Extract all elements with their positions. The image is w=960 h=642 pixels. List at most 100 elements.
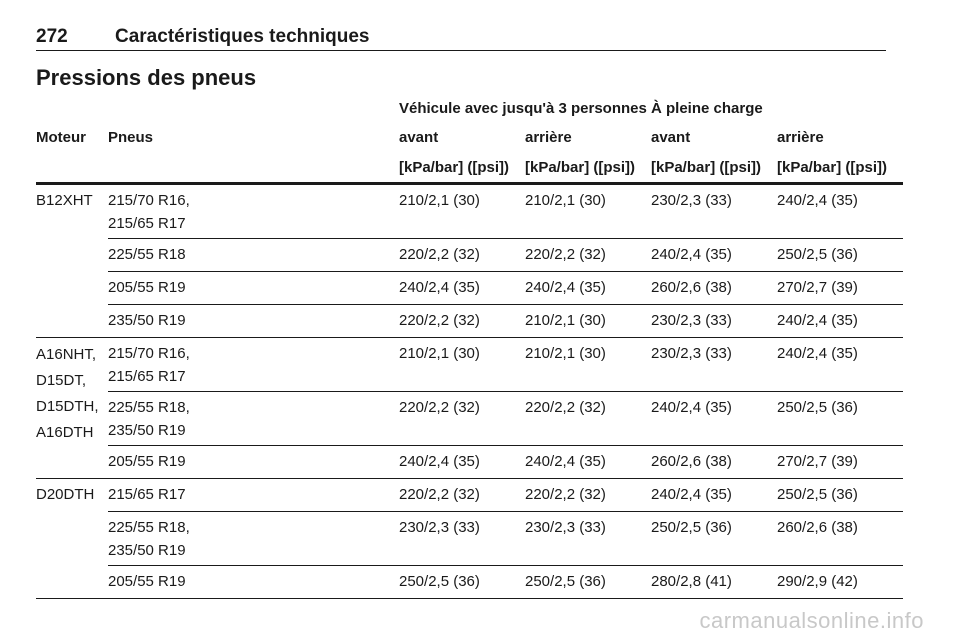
- pressure-front-partial: 220/2,2 (32): [399, 391, 525, 446]
- pressure-rear-full: 260/2,6 (38): [777, 511, 904, 566]
- header-blank: [36, 152, 108, 185]
- tyre-size-cell: 205/55 R19: [108, 445, 399, 479]
- pressure-front-full: 280/2,8 (41): [651, 565, 777, 599]
- table-row: D20DTH 215/65 R17 220/2,2 (32) 220/2,2 (32)…: [36, 478, 904, 599]
- table-body: B12XHT 215/70 R16, 215/65 R17 210/2,1 (30) 2…: [36, 183, 904, 599]
- header-unit: [kPa/bar] ([psi]): [525, 152, 651, 185]
- tyre-size: 215/65 R17: [108, 368, 186, 385]
- pressure-front-partial: 220/2,2 (32): [399, 238, 525, 272]
- pressure-rear-partial: 210/2,1 (30): [525, 304, 651, 338]
- pressure-rear-partial: 240/2,4 (35): [525, 445, 651, 479]
- table-row: 205/55 R19 250/2,5 (36) 250/2,5 (36) 280/2,…: [36, 565, 904, 599]
- tyre-size: 215/70 R16,: [108, 345, 190, 362]
- engine-label-line: A16NHT,: [36, 346, 97, 363]
- header-front-partial: avant: [399, 129, 439, 146]
- tyre-size: 205/55 R19: [108, 573, 186, 590]
- header-blank: [108, 152, 399, 185]
- header-unit: [kPa/bar] ([psi]): [651, 152, 777, 185]
- pressure-rear-full: 240/2,4 (35): [777, 183, 904, 239]
- pressure-rear-full: 240/2,4 (35): [777, 337, 904, 392]
- pressure-front-partial: 210/2,1 (30): [399, 183, 525, 239]
- engine-cell: B12XHT: [36, 183, 108, 338]
- pressure-rear-full: 250/2,5 (36): [777, 238, 904, 272]
- pressure-rear-partial: 220/2,2 (32): [525, 391, 651, 446]
- tyre-size: 235/50 R19: [108, 422, 186, 439]
- table-row: 205/55 R19 240/2,4 (35) 240/2,4 (35) 260/2,…: [36, 445, 904, 479]
- section-title: Pressions des pneus: [36, 65, 257, 90]
- tyre-size: 225/55 R18,: [108, 519, 190, 536]
- header-blank: [108, 92, 399, 123]
- pressure-front-full: 230/2,3 (33): [651, 183, 777, 239]
- header-tyres: Pneus: [108, 129, 154, 146]
- tyre-size: 215/65 R17: [108, 215, 186, 232]
- pressure-rear-partial: 250/2,5 (36): [525, 565, 651, 599]
- pressure-front-partial: 220/2,2 (32): [399, 478, 525, 512]
- pressure-front-full: 260/2,6 (38): [651, 271, 777, 305]
- pressure-rear-full: 240/2,4 (35): [777, 304, 904, 338]
- pressure-front-partial: 220/2,2 (32): [399, 304, 525, 338]
- page-header: 272 Caractéristiques techniques: [36, 26, 886, 51]
- tyre-size-cell: 215/70 R16, 215/65 R17: [108, 183, 399, 239]
- pressure-front-full: 240/2,4 (35): [651, 238, 777, 272]
- pressure-rear-partial: 230/2,3 (33): [525, 511, 651, 566]
- pressure-front-partial: 230/2,3 (33): [399, 511, 525, 566]
- header-full-load: À pleine charge: [651, 100, 763, 117]
- header-rear-partial: arrière: [525, 129, 572, 146]
- pressure-front-full: 230/2,3 (33): [651, 337, 777, 392]
- table-row: 225/55 R18 220/2,2 (32) 220/2,2 (32) 240/2,…: [36, 238, 904, 272]
- tyre-pressure-table: Véhicule avec jusqu'à 3 personnes À plei…: [36, 92, 904, 599]
- tyre-size: 235/50 R19: [108, 542, 186, 559]
- page-number: 272: [36, 26, 68, 47]
- pressure-front-partial: 210/2,1 (30): [399, 337, 525, 392]
- engine-cell: A16NHT, D15DT, D15DTH, A16DTH: [36, 337, 108, 479]
- tyre-size: 215/65 R17: [108, 486, 186, 503]
- tyre-size-cell: 215/70 R16, 215/65 R17: [108, 337, 399, 392]
- pressure-rear-full: 250/2,5 (36): [777, 478, 904, 512]
- tyre-size: 235/50 R19: [108, 312, 186, 329]
- tyre-size-cell: 225/55 R18, 235/50 R19: [108, 391, 399, 446]
- tyre-size-cell: 215/65 R17: [108, 478, 399, 512]
- table-row: 235/50 R19 220/2,2 (32) 210/2,1 (30) 230/2,…: [36, 304, 904, 338]
- watermark: carmanualsonline.info: [699, 608, 924, 633]
- table-row: B12XHT 215/70 R16, 215/65 R17 210/2,1 (30) 2…: [36, 183, 904, 338]
- header-engine: Moteur: [36, 129, 86, 146]
- tyre-size: 225/55 R18: [108, 246, 186, 263]
- pressure-front-full: 240/2,4 (35): [651, 391, 777, 446]
- pressure-rear-full: 270/2,7 (39): [777, 271, 904, 305]
- pressure-rear-partial: 240/2,4 (35): [525, 271, 651, 305]
- tyre-size: 225/55 R18,: [108, 399, 190, 416]
- header-unit: [kPa/bar] ([psi]): [399, 152, 525, 185]
- tyre-size-cell: 235/50 R19: [108, 304, 399, 338]
- pressure-front-full: 250/2,5 (36): [651, 511, 777, 566]
- tyre-size-cell: 205/55 R19: [108, 271, 399, 305]
- pressure-front-full: 230/2,3 (33): [651, 304, 777, 338]
- pressure-front-partial: 250/2,5 (36): [399, 565, 525, 599]
- pressure-front-partial: 240/2,4 (35): [399, 445, 525, 479]
- table-row: 205/55 R19 240/2,4 (35) 240/2,4 (35) 260/2,…: [36, 271, 904, 305]
- engine-label-line: D15DTH,: [36, 398, 99, 415]
- tyre-size-cell: 205/55 R19: [108, 565, 399, 599]
- tyre-size: 205/55 R19: [108, 279, 186, 296]
- engine-label-line: D15DT,: [36, 372, 87, 389]
- header-partial-load: Véhicule avec jusqu'à 3 personnes: [399, 100, 647, 117]
- pressure-front-partial: 240/2,4 (35): [399, 271, 525, 305]
- pressure-rear-partial: 210/2,1 (30): [525, 183, 651, 239]
- table-row: A16NHT, D15DT, D15DTH, A16DTH 215/70 R16, 215…: [36, 337, 904, 479]
- pressure-rear-full: 250/2,5 (36): [777, 391, 904, 446]
- table-row: 225/55 R18, 235/50 R19 230/2,3 (33) 230/2,3…: [36, 511, 904, 566]
- tyre-size-cell: 225/55 R18, 235/50 R19: [108, 511, 399, 566]
- header-blank: [36, 92, 108, 123]
- engine-label: D20DTH: [36, 486, 95, 503]
- pressure-rear-full: 290/2,9 (42): [777, 565, 904, 599]
- table-row: 225/55 R18, 235/50 R19 220/2,2 (32) 220/2,2…: [36, 391, 904, 446]
- tyre-size: 205/55 R19: [108, 453, 186, 470]
- header-rear-full: arrière: [777, 129, 824, 146]
- header-unit: [kPa/bar] ([psi]): [777, 152, 904, 185]
- pressure-rear-partial: 210/2,1 (30): [525, 337, 651, 392]
- chapter-title: Caractéristiques techniques: [115, 26, 370, 47]
- tyre-size: 215/70 R16,: [108, 192, 190, 209]
- tyre-size-cell: 225/55 R18: [108, 238, 399, 272]
- pressure-rear-partial: 220/2,2 (32): [525, 478, 651, 512]
- engine-cell: D20DTH: [36, 478, 108, 599]
- pressure-front-full: 240/2,4 (35): [651, 478, 777, 512]
